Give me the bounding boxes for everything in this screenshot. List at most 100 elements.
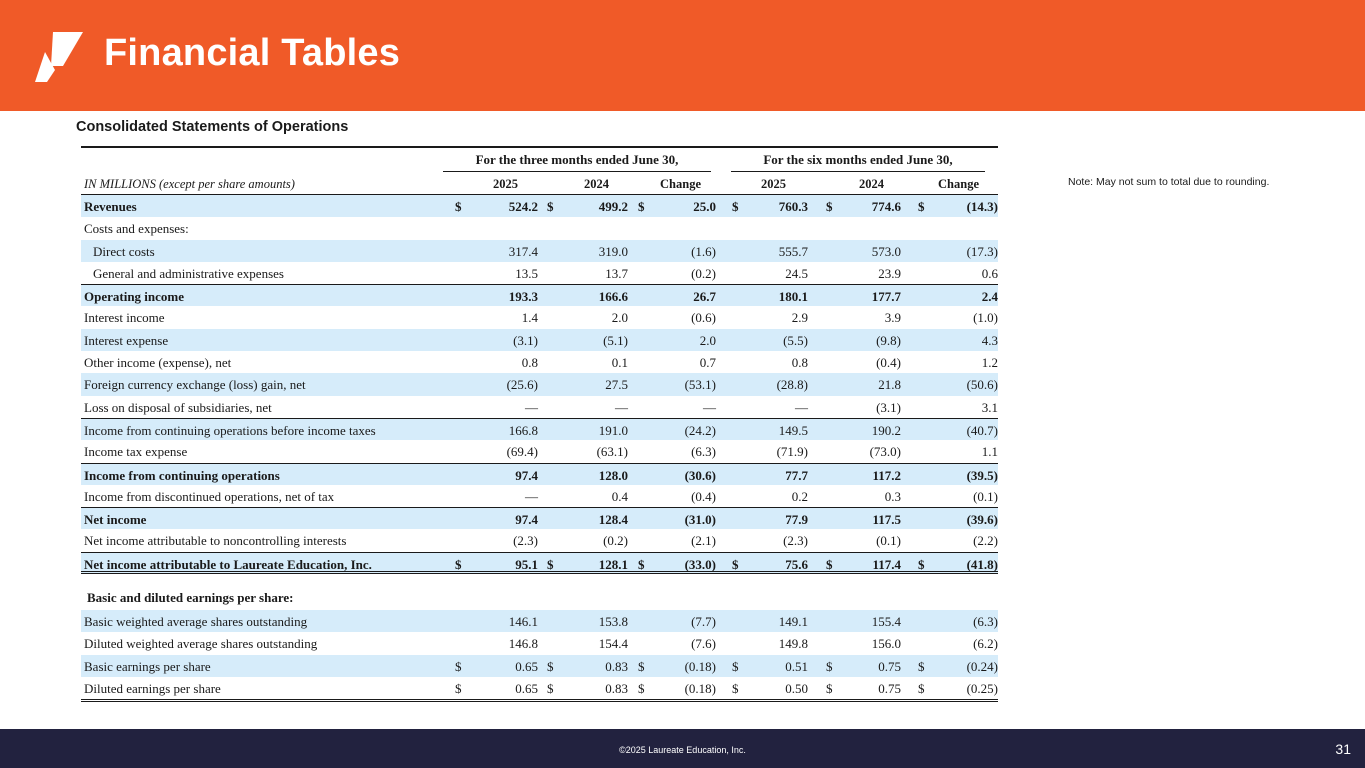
cell-value: —	[615, 399, 628, 415]
rounding-note: Note: May not sum to total due to roundi…	[1068, 176, 1270, 188]
cell-value: 146.8	[508, 636, 538, 652]
table-row: Basic earnings per share $0.65 $0.83 $ (0.18…	[81, 654, 998, 677]
cell-value: (0.24)	[966, 658, 998, 674]
cell-value: (6.2)	[973, 636, 998, 652]
row-label: Interest income	[84, 310, 165, 326]
cell-value: (25.6)	[506, 377, 538, 393]
cell-value: 0.83	[605, 658, 628, 674]
cell-value: 2.9	[791, 310, 808, 326]
cell-value: (40.7)	[966, 422, 998, 438]
cell-value: (3.1)	[876, 399, 901, 415]
currency-symbol: $	[826, 658, 833, 674]
col-header-2024-q: 2024	[584, 177, 609, 191]
cell-value: 0.6	[981, 265, 998, 281]
row-label: Income from continuing operations	[84, 467, 280, 483]
col-header-2025-q: 2025	[493, 177, 518, 191]
row-label: Income from discontinued operations, net…	[84, 488, 335, 504]
main-rows: Revenues $524.2 $499.2 $25.0 $760.3 $774.6 $ (1…	[81, 195, 998, 575]
currency-symbol: $	[455, 680, 462, 696]
cell-value: 774.6	[871, 199, 901, 214]
cell-value: (5.1)	[603, 332, 628, 348]
cell-value: 154.4	[598, 636, 628, 652]
currency-symbol: $	[547, 680, 554, 696]
three-month-group-rule	[443, 171, 711, 172]
table-row: Income tax expense (69.4) (63.1) (6.3) (71.9…	[81, 440, 998, 462]
cell-value: 128.0	[598, 467, 628, 483]
cell-value: 190.2	[871, 422, 901, 438]
cell-value: (1.6)	[691, 243, 716, 259]
six-month-group-label: For the six months ended June 30,	[763, 152, 953, 167]
row-label: Net income attributable to noncontrollin…	[84, 533, 347, 549]
currency-symbol: $	[918, 680, 925, 696]
currency-symbol: $	[638, 199, 645, 214]
cell-value: 166.8	[508, 422, 538, 438]
statements-table: For the three months ended June 30, For …	[81, 146, 998, 703]
cell-value: (0.25)	[966, 680, 998, 696]
table-row: Income from discontinued operations, net…	[81, 485, 998, 507]
cell-value: (71.9)	[776, 444, 808, 460]
cell-value: 156.0	[871, 636, 901, 652]
cell-value: 2.0	[699, 332, 716, 348]
page-number: 31	[1335, 741, 1351, 757]
cell-value: (33.0)	[684, 556, 716, 572]
col-header-change-ytd: Change	[938, 177, 979, 191]
cell-value: 25.0	[693, 199, 716, 214]
cell-value: (3.1)	[513, 332, 538, 348]
cell-value: 0.75	[878, 680, 901, 696]
header-bar: Financial Tables	[0, 0, 1365, 111]
section-title: Consolidated Statements of Operations	[76, 119, 349, 135]
cell-value: (7.7)	[691, 614, 716, 630]
eps-heading-label: Basic and diluted earnings per share:	[87, 590, 294, 606]
cell-value: (0.4)	[691, 488, 716, 504]
table-top-rule	[81, 146, 998, 148]
currency-symbol: $	[826, 680, 833, 696]
leaf-logo-icon	[35, 32, 83, 82]
currency-symbol: $	[455, 658, 462, 674]
table-row: Operating income 193.3 166.6 26.7 180.1 177.7…	[81, 284, 998, 307]
cell-value: 0.65	[515, 658, 538, 674]
period-group-header: For the three months ended June 30, For …	[81, 148, 998, 172]
row-label: Costs and expenses:	[84, 221, 189, 237]
table-row: Income from continuing operations before…	[81, 417, 998, 441]
cell-value: 128.1	[598, 556, 628, 572]
currency-symbol: $	[547, 199, 554, 214]
cell-value: 149.1	[778, 614, 808, 630]
cell-value: 499.2	[598, 199, 628, 214]
units-label: IN MILLIONS (except per share amounts)	[84, 177, 295, 191]
currency-symbol: $	[918, 199, 925, 214]
table-row: Net income attributable to noncontrollin…	[81, 529, 998, 551]
cell-value: 317.4	[508, 243, 538, 259]
cell-value: 0.75	[878, 658, 901, 674]
cell-value: 760.3	[778, 199, 808, 214]
cell-value: (24.2)	[684, 422, 716, 438]
cell-value: 177.7	[871, 289, 901, 305]
table-row: Net income 97.4 128.4 (31.0) 77.9 117.5 (39.6)	[81, 507, 998, 530]
cell-value: 3.1	[981, 399, 998, 415]
copyright: ©2025 Laureate Education, Inc.	[619, 745, 746, 755]
cell-value: (2.3)	[513, 533, 538, 549]
cell-value: —	[525, 399, 538, 415]
cell-value: 1.2	[981, 355, 998, 371]
currency-symbol: $	[732, 680, 739, 696]
cell-value: 128.4	[598, 512, 628, 528]
table-row: Costs and expenses:	[81, 217, 998, 239]
cell-value: 24.5	[785, 265, 808, 281]
table-row: Diluted weighted average shares outstand…	[81, 632, 998, 654]
cell-value: 0.8	[521, 355, 538, 371]
table-row: Interest income 1.4 2.0 (0.6) 2.9 3.9 (1.0)	[81, 306, 998, 328]
cell-value: (5.5)	[783, 332, 808, 348]
cell-value: (0.6)	[691, 310, 716, 326]
row-label: Income tax expense	[84, 444, 188, 460]
cell-value: 27.5	[605, 377, 628, 393]
table-row: Net income attributable to Laureate Educ…	[81, 551, 998, 575]
cell-value: 1.1	[981, 444, 998, 460]
row-label: Basic earnings per share	[84, 658, 211, 674]
cell-value: 2.0	[611, 310, 628, 326]
table-row: Basic weighted average shares outstandin…	[81, 610, 998, 633]
cell-value: (6.3)	[973, 614, 998, 630]
currency-symbol: $	[732, 658, 739, 674]
cell-value: (39.6)	[966, 512, 998, 528]
cell-value: 319.0	[598, 243, 628, 259]
table-row: Diluted earnings per share $0.65 $0.83 $ (0.…	[81, 677, 998, 699]
cell-value: 117.4	[872, 556, 901, 572]
